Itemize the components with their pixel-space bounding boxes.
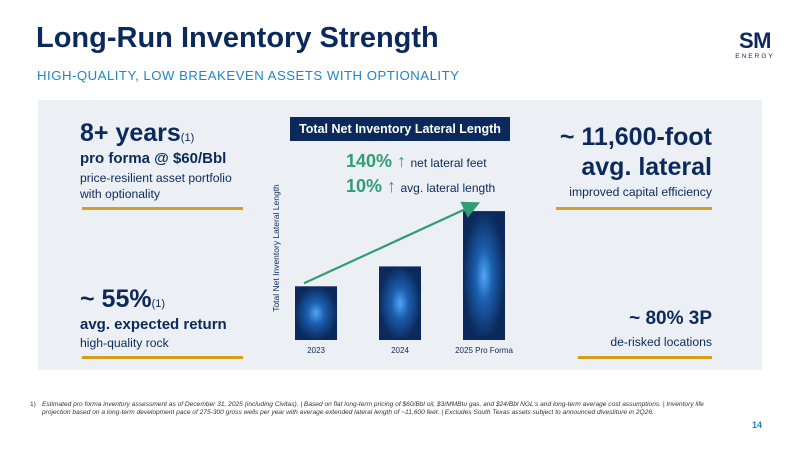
growth-trend-arrow	[303, 201, 480, 285]
footnote-number: 1)	[30, 401, 36, 408]
y-axis-label: Total Net Inventory Lateral Length	[271, 184, 281, 312]
divider-right-bottom	[578, 356, 712, 359]
bar-2023	[295, 286, 337, 340]
divider-left-top	[82, 207, 243, 210]
page-title: Long-Run Inventory Strength	[36, 22, 439, 54]
stat-years-line2: with optionality	[80, 187, 160, 201]
logo-mark: SM	[739, 28, 772, 53]
divider-right-top	[556, 207, 712, 210]
highlight-avg-lateral-label: avg. lateral length	[400, 181, 496, 195]
stat-inventory-years: 8+ years(1) pro forma @ $60/Bbl price-re…	[80, 119, 232, 202]
logo-subtext: ENERGY	[735, 53, 775, 60]
stat-return-footnote: (1)	[151, 298, 166, 310]
page-number: 14	[752, 420, 763, 430]
stat-expected-return: ~ 55%(1) avg. expected return high-quali…	[80, 285, 227, 351]
bar-2024	[379, 266, 421, 340]
stat-3p-derisked: ~ 80% 3P de-risked locations	[520, 308, 712, 350]
stat-years-line1: price-resilient asset portfolio	[80, 171, 232, 185]
x-tick-label: 2023	[307, 346, 325, 355]
highlight-net-lateral-label: net lateral feet	[410, 156, 487, 170]
stat-3p-value: ~ 80% 3P	[629, 308, 712, 329]
stat-3p-desc: de-risked locations	[610, 335, 712, 349]
stat-lateral-line1: ~ 11,600-foot	[559, 123, 712, 151]
x-tick-label: 2025 Pro Forma	[455, 346, 513, 355]
highlight-avg-lateral-value: 10% ↑	[346, 176, 397, 196]
stat-years-value: 8+ years	[80, 119, 181, 147]
stat-lateral-desc: improved capital efficiency	[569, 185, 712, 199]
stat-return-bold: avg. expected return	[80, 316, 227, 333]
stat-lateral-line2: avg. lateral	[581, 153, 712, 181]
page-subtitle: HIGH-QUALITY, LOW BREAKEVEN ASSETS WITH …	[37, 68, 460, 83]
x-tick-label: 2024	[391, 346, 409, 355]
bar-2025-pro-forma	[463, 211, 505, 340]
stat-return-line1: high-quality rock	[80, 336, 169, 350]
highlight-avg-lateral: 10% ↑ avg. lateral length	[346, 176, 495, 197]
highlight-net-lateral: 140% ↑ net lateral feet	[346, 151, 487, 172]
stat-return-value: ~ 55%	[80, 285, 152, 313]
divider-left-bottom	[82, 356, 243, 359]
company-logo: SM ENERGY	[730, 28, 780, 61]
stat-years-footnote: (1)	[180, 132, 195, 144]
stat-avg-lateral: ~ 11,600-foot avg. lateral improved capi…	[520, 122, 712, 200]
stat-years-bold: pro forma @ $60/Bbl	[80, 150, 227, 167]
highlight-net-lateral-value: 140% ↑	[346, 151, 407, 171]
chart-title: Total Net Inventory Lateral Length	[290, 117, 510, 141]
footnote-text: Estimated pro forma inventory assessment…	[42, 401, 704, 417]
